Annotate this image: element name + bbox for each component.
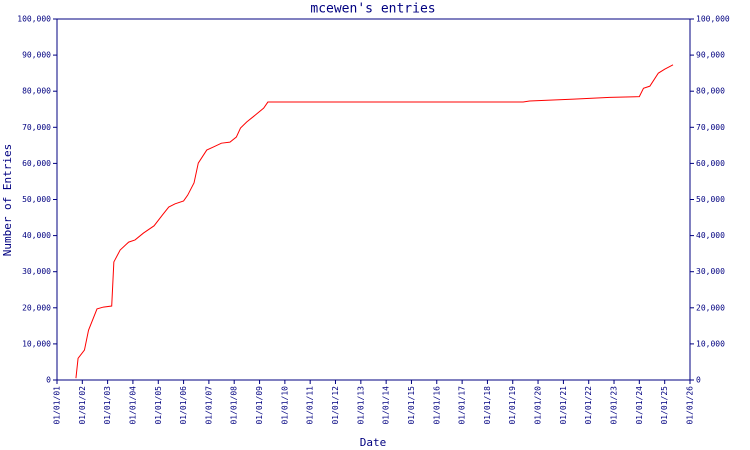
x-tick-label: 01/01/16 (432, 386, 441, 425)
x-tick-label: 01/01/01 (53, 386, 62, 425)
y2-tick-label: 60,000 (696, 159, 725, 168)
x-tick-label: 01/01/24 (635, 386, 644, 425)
y2-tick-label: 0 (696, 376, 701, 385)
y-tick-label: 30,000 (22, 267, 51, 276)
y2-tick-label: 10,000 (696, 339, 725, 348)
x-tick-label: 01/01/12 (331, 386, 340, 425)
chart-title: mcewen's entries (310, 2, 435, 17)
y-tick-label: 90,000 (22, 51, 51, 60)
x-tick-label: 01/01/06 (179, 386, 188, 425)
x-tick-label: 01/01/09 (255, 386, 264, 425)
x-tick-label: 01/01/13 (356, 386, 365, 425)
y-tick-label: 40,000 (22, 231, 51, 240)
x-tick-label: 01/01/21 (559, 386, 568, 425)
y-tick-label: 100,000 (17, 15, 51, 24)
y-tick-label: 20,000 (22, 303, 51, 312)
y2-tick-label: 80,000 (696, 87, 725, 96)
y2-tick-label: 90,000 (696, 51, 725, 60)
y-tick-label: 80,000 (22, 87, 51, 96)
x-tick-label: 01/01/07 (204, 386, 213, 425)
x-tick-label: 01/01/15 (407, 386, 416, 425)
y-tick-label: 10,000 (22, 339, 51, 348)
x-tick-label: 01/01/26 (686, 386, 695, 425)
y-tick-label: 70,000 (22, 123, 51, 132)
x-tick-label: 01/01/17 (458, 386, 467, 425)
x-tick-label: 01/01/08 (230, 386, 239, 425)
x-tick-label: 01/01/23 (610, 386, 619, 425)
x-tick-label: 01/01/10 (280, 386, 289, 425)
y-tick-label: 60,000 (22, 159, 51, 168)
y-tick-label: 0 (46, 376, 51, 385)
x-tick-label: 01/01/03 (103, 386, 112, 425)
x-tick-label: 01/01/14 (382, 386, 391, 425)
x-tick-label: 01/01/22 (584, 386, 593, 425)
x-tick-label: 01/01/18 (483, 386, 492, 425)
y2-tick-label: 40,000 (696, 231, 725, 240)
y2-tick-label: 50,000 (696, 195, 725, 204)
y2-tick-label: 20,000 (696, 303, 725, 312)
x-tick-label: 01/01/02 (78, 386, 87, 425)
y-axis-label: Number of Entries (1, 144, 14, 257)
y2-tick-label: 30,000 (696, 267, 725, 276)
y-tick-label: 50,000 (22, 195, 51, 204)
y2-tick-label: 100,000 (696, 15, 730, 24)
x-axis-label: Date (360, 436, 387, 449)
x-tick-label: 01/01/04 (128, 386, 137, 425)
x-tick-label: 01/01/19 (508, 386, 517, 425)
y2-tick-label: 70,000 (696, 123, 725, 132)
x-tick-label: 01/01/25 (660, 386, 669, 425)
x-tick-label: 01/01/11 (306, 386, 315, 425)
data-line (75, 64, 674, 379)
x-tick-label: 01/01/05 (154, 386, 163, 425)
x-tick-label: 01/01/20 (534, 386, 543, 425)
